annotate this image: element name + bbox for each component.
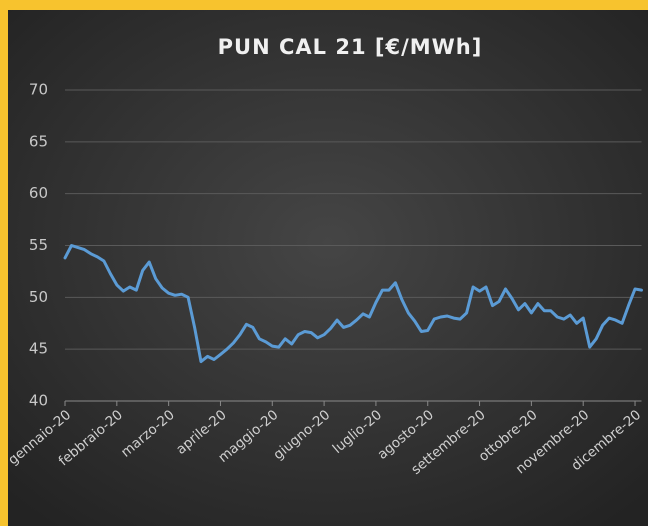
y-tick-label: 65 xyxy=(29,132,48,150)
y-tick-label: 55 xyxy=(29,236,48,254)
y-tick-label: 40 xyxy=(29,392,48,410)
chart-title: PUN CAL 21 [€/MWh] xyxy=(218,35,483,59)
chart-background xyxy=(8,10,648,526)
y-tick-label: 50 xyxy=(29,288,48,306)
y-tick-label: 60 xyxy=(29,184,48,202)
price-line xyxy=(63,244,643,364)
y-tick-label: 70 xyxy=(29,81,48,99)
y-tick-label: 45 xyxy=(29,340,48,358)
